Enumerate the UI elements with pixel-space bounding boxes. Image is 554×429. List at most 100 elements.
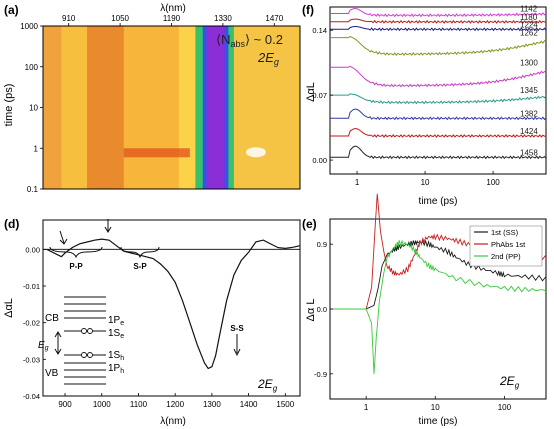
f-trace-label-1180: 1180 bbox=[520, 13, 538, 22]
d-y-tick-label-3: -0.03 bbox=[23, 355, 40, 364]
panel-e-ylabel: Δα L bbox=[305, 299, 317, 322]
f-trace-1424 bbox=[330, 128, 547, 138]
f-trace-1224 bbox=[330, 26, 547, 32]
panel-a-frame bbox=[42, 25, 301, 190]
a-y-tick-label-2: 10 bbox=[29, 104, 38, 113]
panel-a-ylabel: time (ps) bbox=[3, 84, 15, 127]
panel-f-frame bbox=[329, 6, 547, 175]
f-trace-1180 bbox=[330, 18, 547, 24]
f-y-tick-label-0: 0.00 bbox=[312, 156, 327, 165]
heatmap-band-5 bbox=[195, 26, 204, 189]
e-y-tick-label-1: 0.0 bbox=[317, 305, 327, 314]
f-trace-label-1424: 1424 bbox=[520, 127, 538, 136]
panel-a-label: (a) bbox=[4, 3, 19, 17]
panel-e-legend: 1st (SS) PhAbs 1st 2nd (PP) bbox=[469, 225, 543, 267]
panel-d-pp-label: P-P bbox=[69, 262, 83, 271]
e-x-tick-label-2: 100 bbox=[498, 403, 512, 412]
panel-d-ss-label: S-S bbox=[230, 324, 244, 333]
panel-d-brace-pp bbox=[49, 246, 103, 259]
f-trace-label-1262: 1262 bbox=[520, 29, 538, 38]
a-x-tick-label-1: 1050 bbox=[111, 14, 129, 23]
d-x-tick-label-2: 1100 bbox=[130, 400, 148, 409]
panel-f-y-axis-ticks: 0.00 0.07 0.14 bbox=[312, 26, 333, 165]
level-1ph-label: 1Ph bbox=[108, 363, 124, 375]
a-y-tick-label-1: 1 bbox=[34, 144, 39, 153]
panel-a: (a) λ(nm) 910 1050 1190 1330 1470 0.1 1 10 100 1… bbox=[3, 3, 301, 194]
f-trace-1345 bbox=[330, 93, 547, 105]
heatmap-band-0 bbox=[43, 26, 62, 189]
e-legend-label-2: 2nd (PP) bbox=[491, 252, 521, 261]
panel-d-sp-label: S-P bbox=[133, 262, 147, 271]
panel-d-2eg: 2Eg bbox=[257, 377, 278, 393]
heatmap-band-6 bbox=[202, 26, 207, 189]
panel-e-y-axis-ticks: 0.9 0.0 -0.9 bbox=[314, 240, 333, 379]
panel-d: (d) 900 1000 1100 1200 1300 1400 1500 0.00 -0.0… bbox=[3, 217, 301, 427]
d-y-tick-label-2: -0.02 bbox=[23, 319, 40, 328]
panel-d-frame bbox=[42, 219, 301, 397]
e-y-tick-label-2: -0.9 bbox=[314, 370, 327, 379]
f-trace-label-1382: 1382 bbox=[520, 109, 538, 118]
panel-a-nabs-annotation: ⟨Nabs⟩ ~ 0.2 bbox=[216, 32, 283, 49]
electron-left bbox=[81, 328, 87, 334]
level-1pe-label: 1Pe bbox=[108, 315, 124, 327]
f-trace-label-1300: 1300 bbox=[520, 58, 538, 67]
panel-a-top-axis-ticks: 910 1050 1190 1330 1470 bbox=[62, 14, 284, 26]
heatmap-band-1 bbox=[61, 26, 88, 189]
heatmap-band-3 bbox=[123, 26, 180, 189]
panel-d-xlabel: λ(nm) bbox=[160, 416, 186, 427]
panel-a-2eg-annotation: 2Eg bbox=[257, 50, 279, 67]
vb-label: VB bbox=[45, 368, 59, 379]
panel-d-left-arrow bbox=[59, 230, 68, 245]
panel-e: (e) 1 10 100 0.9 0.0 -0.9 Δα L time (ps) 1st… bbox=[302, 193, 547, 427]
e-legend-label-1: PhAbs 1st bbox=[491, 240, 526, 249]
f-trace-label-1458: 1458 bbox=[520, 148, 538, 157]
panel-e-label: (e) bbox=[302, 217, 317, 231]
a-x-tick-label-4: 1470 bbox=[265, 14, 283, 23]
heatmap-band-9 bbox=[228, 26, 235, 189]
a-y-tick-label-0: 0.1 bbox=[27, 185, 39, 194]
panel-e-xlabel: time (ps) bbox=[419, 416, 458, 427]
hole-right bbox=[87, 352, 93, 358]
heatmap-band-4 bbox=[178, 26, 196, 189]
f-trace-label-1224: 1224 bbox=[520, 20, 538, 29]
panel-a-xlabel: λ(nm) bbox=[160, 3, 186, 14]
heatmap-band-7 bbox=[206, 26, 226, 189]
panel-f-label: (f) bbox=[302, 3, 314, 17]
panel-d-spectrum-line bbox=[46, 238, 301, 370]
panel-f-x-axis-ticks: 1 10 100 bbox=[355, 171, 500, 187]
d-x-tick-label-4: 1300 bbox=[203, 400, 221, 409]
panel-f-ylabel: ΔαL bbox=[305, 82, 317, 102]
f-trace-1300 bbox=[330, 65, 547, 88]
e-legend-box bbox=[469, 225, 543, 267]
d-y-tick-label-0: 0.00 bbox=[25, 245, 40, 254]
d-x-tick-label-0: 900 bbox=[58, 400, 72, 409]
d-y-tick-label-1: -0.01 bbox=[23, 282, 40, 291]
level-1se-label: 1Se bbox=[108, 328, 124, 340]
heatmap-band-10 bbox=[233, 26, 301, 189]
heatmap-bright-spot bbox=[245, 147, 266, 158]
e-y-tick-label-0: 0.9 bbox=[317, 240, 327, 249]
level-1sh-label: 1Sh bbox=[108, 350, 124, 362]
e-legend-label-0: 1st (SS) bbox=[491, 228, 519, 237]
electron-right bbox=[87, 328, 93, 334]
panel-d-x-axis-ticks: 900 1000 1100 1200 1300 1400 1500 bbox=[58, 393, 295, 409]
heatmap-early-time-feature bbox=[123, 148, 190, 158]
f-x-tick-label-0: 1 bbox=[355, 178, 360, 187]
panel-d-ss-arrow bbox=[233, 334, 241, 357]
e-trace-2 bbox=[330, 239, 547, 374]
f-x-tick-label-1: 10 bbox=[421, 178, 430, 187]
panel-d-y-axis-ticks: 0.00 -0.01 -0.02 -0.03 -0.04 bbox=[23, 245, 46, 401]
eg-arrow bbox=[54, 331, 62, 355]
panel-f-xlabel: time (ps) bbox=[419, 196, 458, 207]
panel-e-2eg: 2Eg bbox=[499, 374, 520, 390]
e-x-tick-label-1: 10 bbox=[431, 403, 440, 412]
panel-e-x-axis-ticks: 1 10 100 bbox=[364, 396, 512, 412]
panel-a-heatmap bbox=[43, 26, 301, 189]
d-x-tick-label-5: 1400 bbox=[240, 400, 258, 409]
d-y-tick-label-4: -0.04 bbox=[23, 392, 40, 401]
hole-left bbox=[81, 352, 87, 358]
a-y-tick-label-4: 1000 bbox=[20, 22, 38, 31]
